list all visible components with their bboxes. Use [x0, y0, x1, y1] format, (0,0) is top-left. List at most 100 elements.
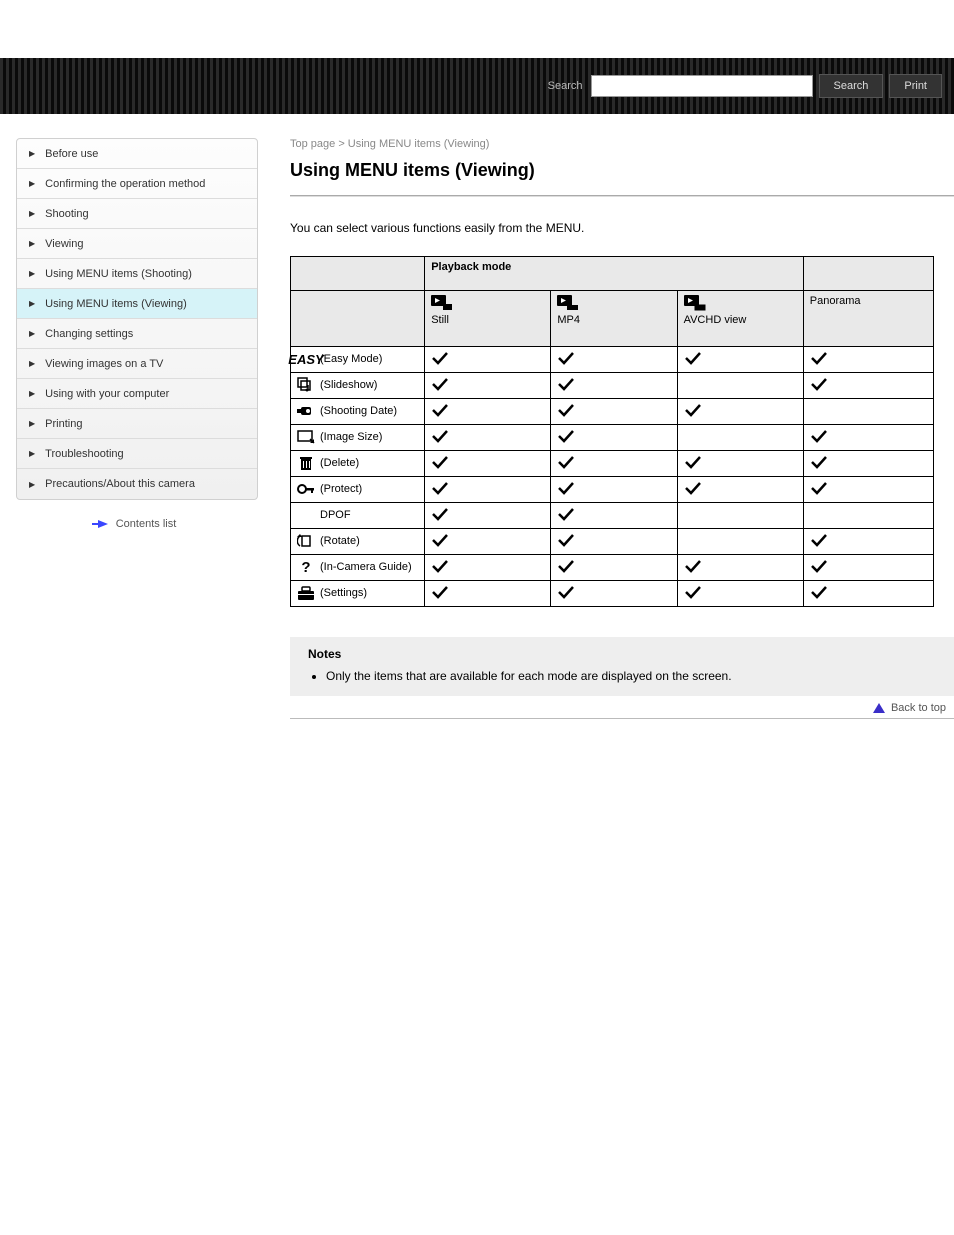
check-cell — [803, 347, 933, 373]
check-cell — [425, 399, 551, 425]
key-icon — [297, 481, 315, 497]
row-label: (Slideshow) — [291, 373, 425, 399]
check-cell — [551, 581, 677, 607]
arrow-right-icon — [98, 520, 108, 528]
check-cell — [425, 581, 551, 607]
toc-item[interactable]: ▶Using MENU items (Viewing) — [17, 289, 257, 319]
subhead-still: Still — [425, 291, 551, 347]
subhead-mp4: MP4 — [551, 291, 677, 347]
chevron-right-icon: ▶ — [29, 269, 35, 278]
check-cell — [803, 477, 933, 503]
table-row: (Slideshow) — [291, 373, 934, 399]
resize-icon — [297, 429, 315, 445]
feature-table: Playback mode Still MP4 — [290, 256, 934, 607]
toc-item[interactable]: ▶Confirming the operation method — [17, 169, 257, 199]
check-cell — [425, 555, 551, 581]
check-cell — [803, 425, 933, 451]
rotate-icon — [297, 533, 315, 549]
table-row: (Image Size) — [291, 425, 934, 451]
check-cell — [803, 529, 933, 555]
toc: ▶Before use▶Confirming the operation met… — [16, 138, 258, 500]
check-cell — [677, 555, 803, 581]
check-cell — [551, 477, 677, 503]
table-row: (Shooting Date) — [291, 399, 934, 425]
chevron-right-icon: ▶ — [29, 359, 35, 368]
search-input[interactable] — [591, 75, 813, 97]
toc-item[interactable]: ▶Changing settings — [17, 319, 257, 349]
footer-divider — [290, 718, 954, 719]
chevron-right-icon: ▶ — [29, 239, 35, 248]
notes-box: Notes Only the items that are available … — [290, 637, 954, 696]
triangle-up-icon — [873, 703, 885, 713]
play-still-icon — [431, 302, 453, 314]
table-row: EASY(Easy Mode) — [291, 347, 934, 373]
check-cell — [425, 529, 551, 555]
th-blank — [291, 257, 425, 291]
toc-item[interactable]: ▶Troubleshooting — [17, 439, 257, 469]
row-label: ?(In-Camera Guide) — [291, 555, 425, 581]
easy-icon: EASY — [297, 351, 315, 367]
notes-list: Only the items that are available for ea… — [308, 667, 936, 686]
search-label: Search — [548, 80, 583, 92]
toc-item[interactable]: ▶Viewing images on a TV — [17, 349, 257, 379]
check-cell — [425, 451, 551, 477]
check-cell — [551, 425, 677, 451]
row-label: (Image Size) — [291, 425, 425, 451]
check-cell — [677, 373, 803, 399]
back-to-top[interactable]: Back to top — [290, 702, 954, 714]
toc-item[interactable]: ▶Shooting — [17, 199, 257, 229]
check-cell — [677, 503, 803, 529]
notes-heading: Notes — [308, 647, 936, 661]
toc-item[interactable]: ▶Before use — [17, 139, 257, 169]
chevron-right-icon: ▶ — [29, 209, 35, 218]
toolbox-icon — [297, 585, 315, 601]
help-icon: ? — [297, 559, 315, 575]
row-label: (Delete) — [291, 451, 425, 477]
chevron-right-icon: ▶ — [29, 389, 35, 398]
chevron-right-icon: ▶ — [29, 179, 35, 188]
page-title: Using MENU items (Viewing) — [290, 160, 954, 181]
table-row: DPOF — [291, 503, 934, 529]
chevron-right-icon: ▶ — [29, 299, 35, 308]
check-cell — [551, 529, 677, 555]
check-cell — [677, 451, 803, 477]
check-cell — [425, 477, 551, 503]
row-label: (Settings) — [291, 581, 425, 607]
check-cell — [425, 347, 551, 373]
subhead-panorama: Panorama — [803, 291, 933, 347]
check-cell — [425, 425, 551, 451]
camera-icon — [297, 403, 315, 419]
check-cell — [803, 373, 933, 399]
contents-list-label: Contents list — [116, 518, 177, 530]
toc-item[interactable]: ▶Printing — [17, 409, 257, 439]
dpof-icon — [297, 507, 315, 523]
chevron-right-icon: ▶ — [29, 329, 35, 338]
check-cell — [803, 555, 933, 581]
toc-item[interactable]: ▶Viewing — [17, 229, 257, 259]
check-cell — [425, 503, 551, 529]
check-cell — [677, 529, 803, 555]
main-content: Top page > Using MENU items (Viewing) Us… — [258, 138, 954, 719]
contents-list-link[interactable]: Contents list — [16, 518, 258, 530]
toc-item[interactable]: ▶Precautions/About this camera — [17, 469, 257, 499]
check-cell — [803, 503, 933, 529]
chevron-right-icon: ▶ — [29, 419, 35, 428]
trash-icon — [297, 455, 315, 471]
toc-item[interactable]: ▶Using with your computer — [17, 379, 257, 409]
check-cell — [677, 425, 803, 451]
check-cell — [677, 477, 803, 503]
toc-item[interactable]: ▶Using MENU items (Shooting) — [17, 259, 257, 289]
sidebar: ▶Before use▶Confirming the operation met… — [0, 138, 258, 719]
check-cell — [803, 451, 933, 477]
check-cell — [551, 503, 677, 529]
note-item: Only the items that are available for ea… — [326, 667, 936, 686]
chevron-right-icon: ▶ — [29, 449, 35, 458]
music-icon — [297, 377, 315, 393]
search-button[interactable]: Search — [819, 74, 884, 98]
check-cell — [551, 555, 677, 581]
table-row: (Settings) — [291, 581, 934, 607]
check-cell — [803, 581, 933, 607]
print-button[interactable]: Print — [889, 74, 942, 98]
th-playback-mode: Playback mode — [425, 257, 804, 291]
subhead-blank — [291, 291, 425, 347]
